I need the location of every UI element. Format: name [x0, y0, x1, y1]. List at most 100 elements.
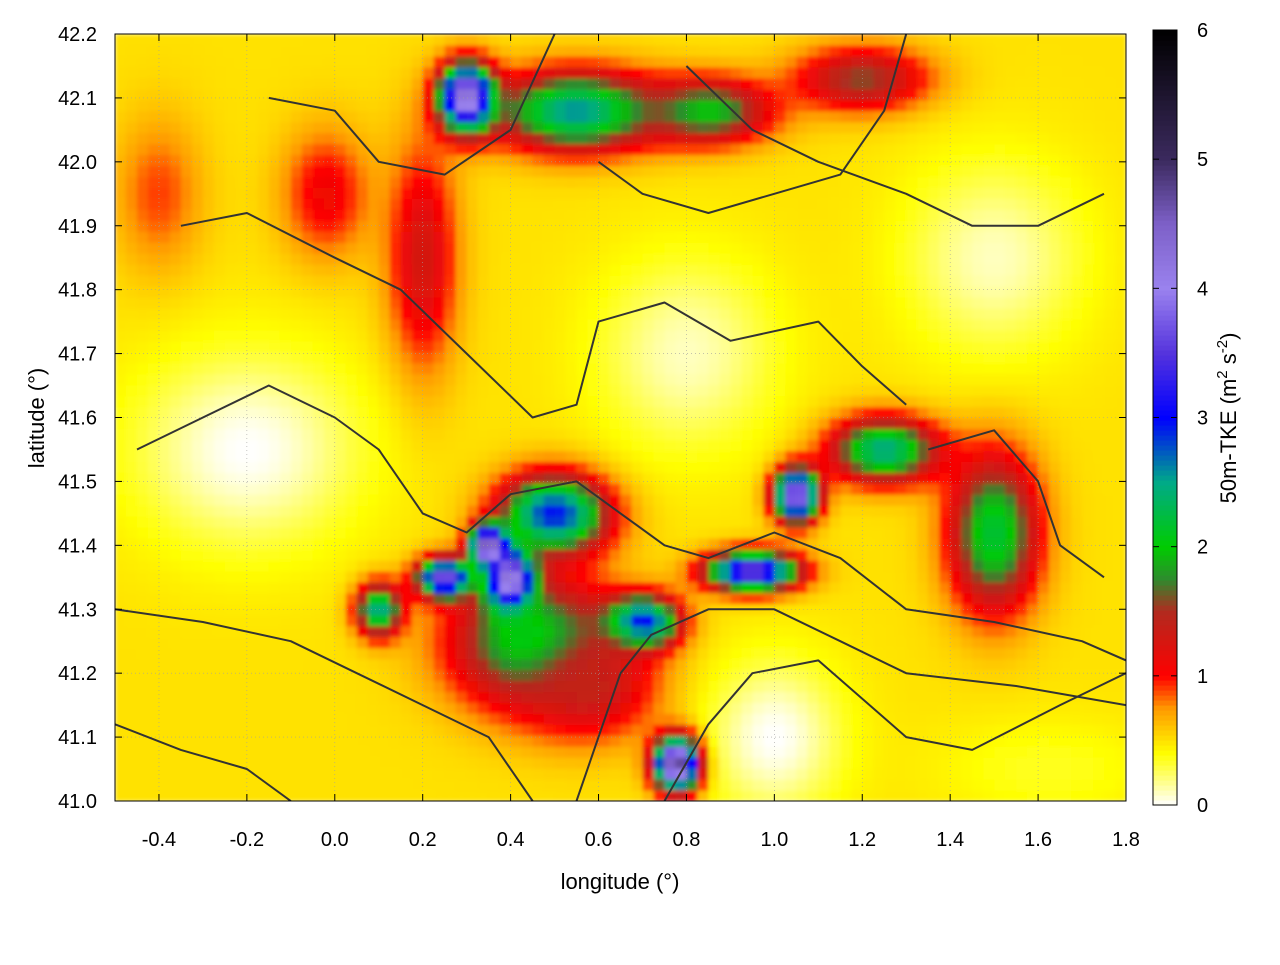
field-cell — [389, 691, 402, 703]
field-cell — [499, 461, 512, 473]
field-cell — [257, 647, 270, 660]
field-cell — [532, 505, 545, 517]
field-cell — [961, 231, 973, 243]
field-cell — [862, 735, 874, 747]
field-cell — [587, 472, 600, 484]
field-cell — [279, 735, 292, 747]
field-cell — [136, 779, 149, 791]
field-cell — [686, 209, 699, 221]
field-cell — [433, 461, 446, 473]
field-cell — [774, 757, 786, 769]
field-cell — [961, 757, 973, 769]
field-cell — [1093, 318, 1105, 331]
field-cell — [191, 625, 204, 638]
field-cell — [961, 318, 973, 331]
field-cell — [532, 231, 545, 243]
field-cell — [1115, 329, 1126, 342]
field-cell — [873, 296, 885, 309]
field-cell — [367, 494, 380, 506]
field-cell — [488, 768, 501, 780]
field-cell — [345, 603, 358, 616]
field-cell — [1038, 680, 1050, 693]
field-cell — [224, 757, 237, 769]
field-cell — [653, 296, 666, 309]
field-cell — [433, 603, 446, 616]
field-cell — [115, 570, 127, 583]
field-cell — [895, 768, 907, 780]
field-cell — [455, 614, 468, 627]
field-cell — [147, 614, 160, 627]
field-cell — [268, 450, 281, 462]
field-cell — [598, 614, 611, 627]
field-cell — [1038, 757, 1050, 769]
field-cell — [664, 658, 677, 671]
field-cell — [1115, 538, 1126, 550]
field-cell — [950, 472, 962, 484]
field-cell — [895, 329, 907, 342]
field-cell — [939, 538, 951, 550]
field-cell — [961, 779, 973, 791]
field-cell — [191, 198, 204, 210]
field-cell — [1082, 548, 1094, 561]
field-cell — [136, 680, 149, 693]
field-cell — [862, 505, 874, 517]
field-cell — [1104, 209, 1116, 221]
field-cell — [1082, 757, 1094, 769]
field-cell — [202, 713, 215, 725]
field-cell — [224, 483, 237, 495]
field-cell — [862, 746, 874, 758]
field-cell — [444, 494, 457, 506]
field-cell — [763, 658, 775, 671]
field-cell — [1082, 461, 1094, 473]
field-cell — [675, 516, 688, 528]
field-cell — [829, 209, 841, 221]
field-cell — [1005, 318, 1017, 331]
field-cell — [1060, 264, 1072, 276]
field-cell — [323, 581, 336, 594]
field-cell — [477, 768, 490, 780]
field-cell — [1016, 790, 1028, 801]
field-cell — [411, 472, 424, 484]
field-cell — [950, 746, 962, 758]
field-cell — [312, 581, 325, 594]
field-cell — [609, 548, 622, 561]
field-cell — [719, 548, 731, 561]
field-cell — [378, 592, 391, 605]
field-cell — [532, 318, 545, 331]
field-cell — [1071, 592, 1083, 605]
field-cell — [686, 702, 699, 714]
field-cell — [961, 735, 973, 747]
field-cell — [422, 461, 435, 473]
field-cell — [785, 395, 797, 408]
field-cell — [675, 658, 688, 671]
field-cell — [411, 735, 424, 747]
field-cell — [609, 625, 622, 638]
field-cell — [400, 231, 413, 243]
field-cell — [411, 779, 424, 791]
field-cell — [389, 253, 402, 265]
field-cell — [455, 242, 468, 254]
field-cell — [642, 264, 655, 276]
field-cell — [829, 625, 841, 638]
field-cell — [719, 559, 731, 572]
field-cell — [1027, 647, 1039, 660]
field-cell — [334, 450, 347, 462]
field-cell — [719, 614, 731, 627]
field-cell — [1038, 603, 1050, 616]
field-cell — [642, 559, 655, 572]
field-cell — [411, 527, 424, 539]
field-cell — [235, 286, 248, 298]
field-cell — [444, 472, 457, 484]
field-cell — [345, 450, 358, 462]
field-cell — [708, 614, 720, 627]
field-cell — [576, 450, 589, 462]
field-cell — [323, 527, 336, 539]
field-cell — [609, 746, 622, 758]
field-cell — [422, 527, 435, 539]
field-cell — [829, 505, 841, 517]
field-cell — [1082, 702, 1094, 714]
field-cell — [279, 768, 292, 780]
field-cell — [323, 592, 336, 605]
field-cell — [334, 768, 347, 780]
field-cell — [587, 516, 600, 528]
